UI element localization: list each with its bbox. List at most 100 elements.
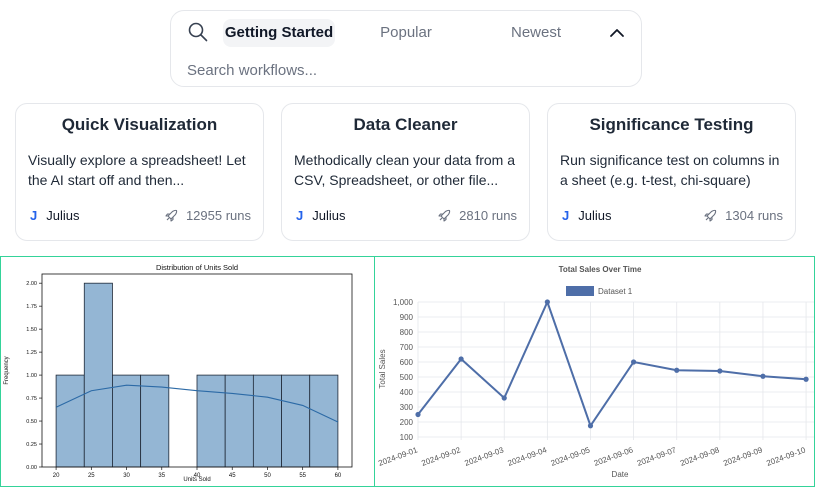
histogram-bar — [224, 374, 254, 468]
search-input[interactable] — [185, 58, 629, 82]
chart-title: Total Sales Over Time — [559, 265, 642, 274]
x-tick-label: 2024-09-08 — [679, 445, 721, 468]
card-title: Data Cleaner — [353, 115, 458, 134]
x-tick-label: 2024-09-07 — [636, 445, 678, 468]
y-tick-label: 500 — [400, 373, 414, 382]
legend-label: Dataset 1 — [598, 287, 633, 296]
histogram-bar — [309, 374, 339, 468]
histogram-chart: Distribution of Units Sold 20 25 30 35 40 45 50… — [4, 263, 353, 483]
rocket-icon — [704, 209, 717, 222]
histogram-bar — [83, 282, 113, 468]
y-tick-label: 1.00 — [26, 373, 37, 379]
run-count-label: 2810 runs — [459, 208, 517, 223]
histogram-bar — [55, 374, 85, 468]
y-tick-label: 1.25 — [26, 350, 37, 356]
workflow-card-significance-testing[interactable]: Significance Testing Run significance te… — [547, 103, 796, 241]
x-tick-label: 2024-09-06 — [593, 445, 635, 468]
rocket-icon — [165, 209, 178, 222]
y-tick-label: 0.00 — [26, 465, 37, 471]
run-count: 1304 runs — [703, 208, 783, 223]
x-tick-label: 40 — [194, 473, 201, 479]
card-author: J Julius — [562, 208, 611, 223]
run-count: 12955 runs — [164, 208, 251, 223]
data-point — [631, 359, 637, 365]
line-chart: Total Sales Over Time Dataset 1 100 200 300 4… — [377, 265, 814, 479]
card-author: J Julius — [296, 208, 345, 223]
data-point — [674, 367, 680, 373]
y-tick-label: 900 — [400, 313, 414, 322]
y-tick-label: 400 — [400, 388, 414, 397]
kde-line — [55, 384, 339, 423]
y-tick-label: 1,000 — [393, 298, 414, 307]
x-tick-label: 2024-09-01 — [377, 445, 419, 468]
run-count: 2810 runs — [437, 208, 517, 223]
julius-logo: J — [30, 208, 38, 223]
tab-getting-started[interactable]: Getting Started — [223, 19, 335, 47]
data-point — [717, 368, 723, 374]
chevron-up-icon[interactable] — [609, 25, 625, 41]
data-point — [501, 395, 507, 401]
y-tick-label: 1.75 — [26, 304, 37, 310]
x-tick-label: 30 — [123, 473, 130, 479]
author-name: Julius — [312, 208, 346, 223]
search-icon[interactable] — [187, 21, 209, 43]
tab-newest[interactable]: Newest — [510, 24, 562, 41]
card-description: Methodically clean your data from a CSV,… — [294, 152, 515, 188]
data-point — [458, 356, 464, 362]
histogram-bar — [140, 374, 170, 468]
y-tick-label: 100 — [400, 433, 414, 442]
y-tick-label: 2.00 — [26, 281, 37, 287]
data-point — [415, 411, 421, 418]
y-axis-label: Total Sales — [378, 349, 387, 388]
y-tick-label: 600 — [400, 358, 414, 367]
x-tick-label: 2024-09-09 — [722, 445, 764, 468]
card-description: Visually explore a spreadsheet! Let the … — [28, 152, 246, 188]
julius-logo: J — [562, 208, 570, 223]
x-axis-label: Units Sold — [183, 477, 210, 483]
histogram-bar — [196, 374, 226, 468]
x-tick-label: 35 — [158, 473, 165, 479]
y-tick-label: 1.50 — [26, 327, 37, 333]
x-tick-label: 2024-09-04 — [507, 445, 549, 468]
y-axis-label: Frequency — [4, 356, 10, 384]
author-name: Julius — [46, 208, 80, 223]
x-tick-label: 2024-09-03 — [463, 445, 505, 468]
histogram-bar — [112, 374, 142, 468]
histogram-bar — [252, 374, 282, 468]
legend-swatch — [566, 286, 594, 296]
card-author: J Julius — [30, 208, 79, 223]
y-tick-label: 300 — [400, 403, 414, 412]
workflow-card-quick-visualization[interactable]: Quick Visualization Visually explore a s… — [15, 103, 264, 241]
data-point — [544, 299, 550, 305]
card-title: Significance Testing — [589, 115, 754, 134]
x-tick-label: 20 — [53, 473, 60, 479]
run-count-label: 1304 runs — [725, 208, 783, 223]
y-tick-label: 0.25 — [26, 442, 37, 448]
julius-logo: J — [296, 208, 304, 223]
histogram-bar — [281, 374, 311, 468]
data-point — [587, 423, 594, 429]
data-point — [803, 376, 809, 382]
y-tick-label: 700 — [400, 343, 414, 352]
histogram-chart-panel[interactable]: Distribution of Units Sold 20 25 30 35 40 45 50… — [0, 256, 375, 487]
x-tick-label: 50 — [264, 473, 271, 479]
x-tick-label: 60 — [335, 473, 342, 479]
card-title: Quick Visualization — [61, 115, 218, 134]
rocket-icon — [438, 209, 451, 222]
x-axis-label: Date — [612, 470, 629, 479]
series-line — [417, 299, 807, 428]
y-tick-label: 0.50 — [26, 419, 37, 425]
workflow-card-data-cleaner[interactable]: Data Cleaner Methodically clean your dat… — [281, 103, 530, 241]
y-tick-label: 0.75 — [26, 396, 37, 402]
chart-title: Distribution of Units Sold — [156, 263, 238, 272]
card-description: Run significance test on columns in a sh… — [560, 152, 780, 188]
x-tick-label: 2024-09-02 — [420, 445, 462, 468]
x-tick-label: 45 — [229, 473, 236, 479]
x-tick-label: 2024-09-10 — [765, 445, 807, 468]
tab-popular[interactable]: Popular — [380, 24, 432, 41]
run-count-label: 12955 runs — [185, 208, 251, 223]
workflow-search-panel: Getting Started Popular Newest — [170, 10, 642, 87]
x-tick-label: 55 — [299, 473, 306, 479]
y-tick-label: 800 — [400, 328, 414, 337]
line-chart-panel[interactable]: Total Sales Over Time Dataset 1 100 200 300 4… — [374, 256, 815, 487]
